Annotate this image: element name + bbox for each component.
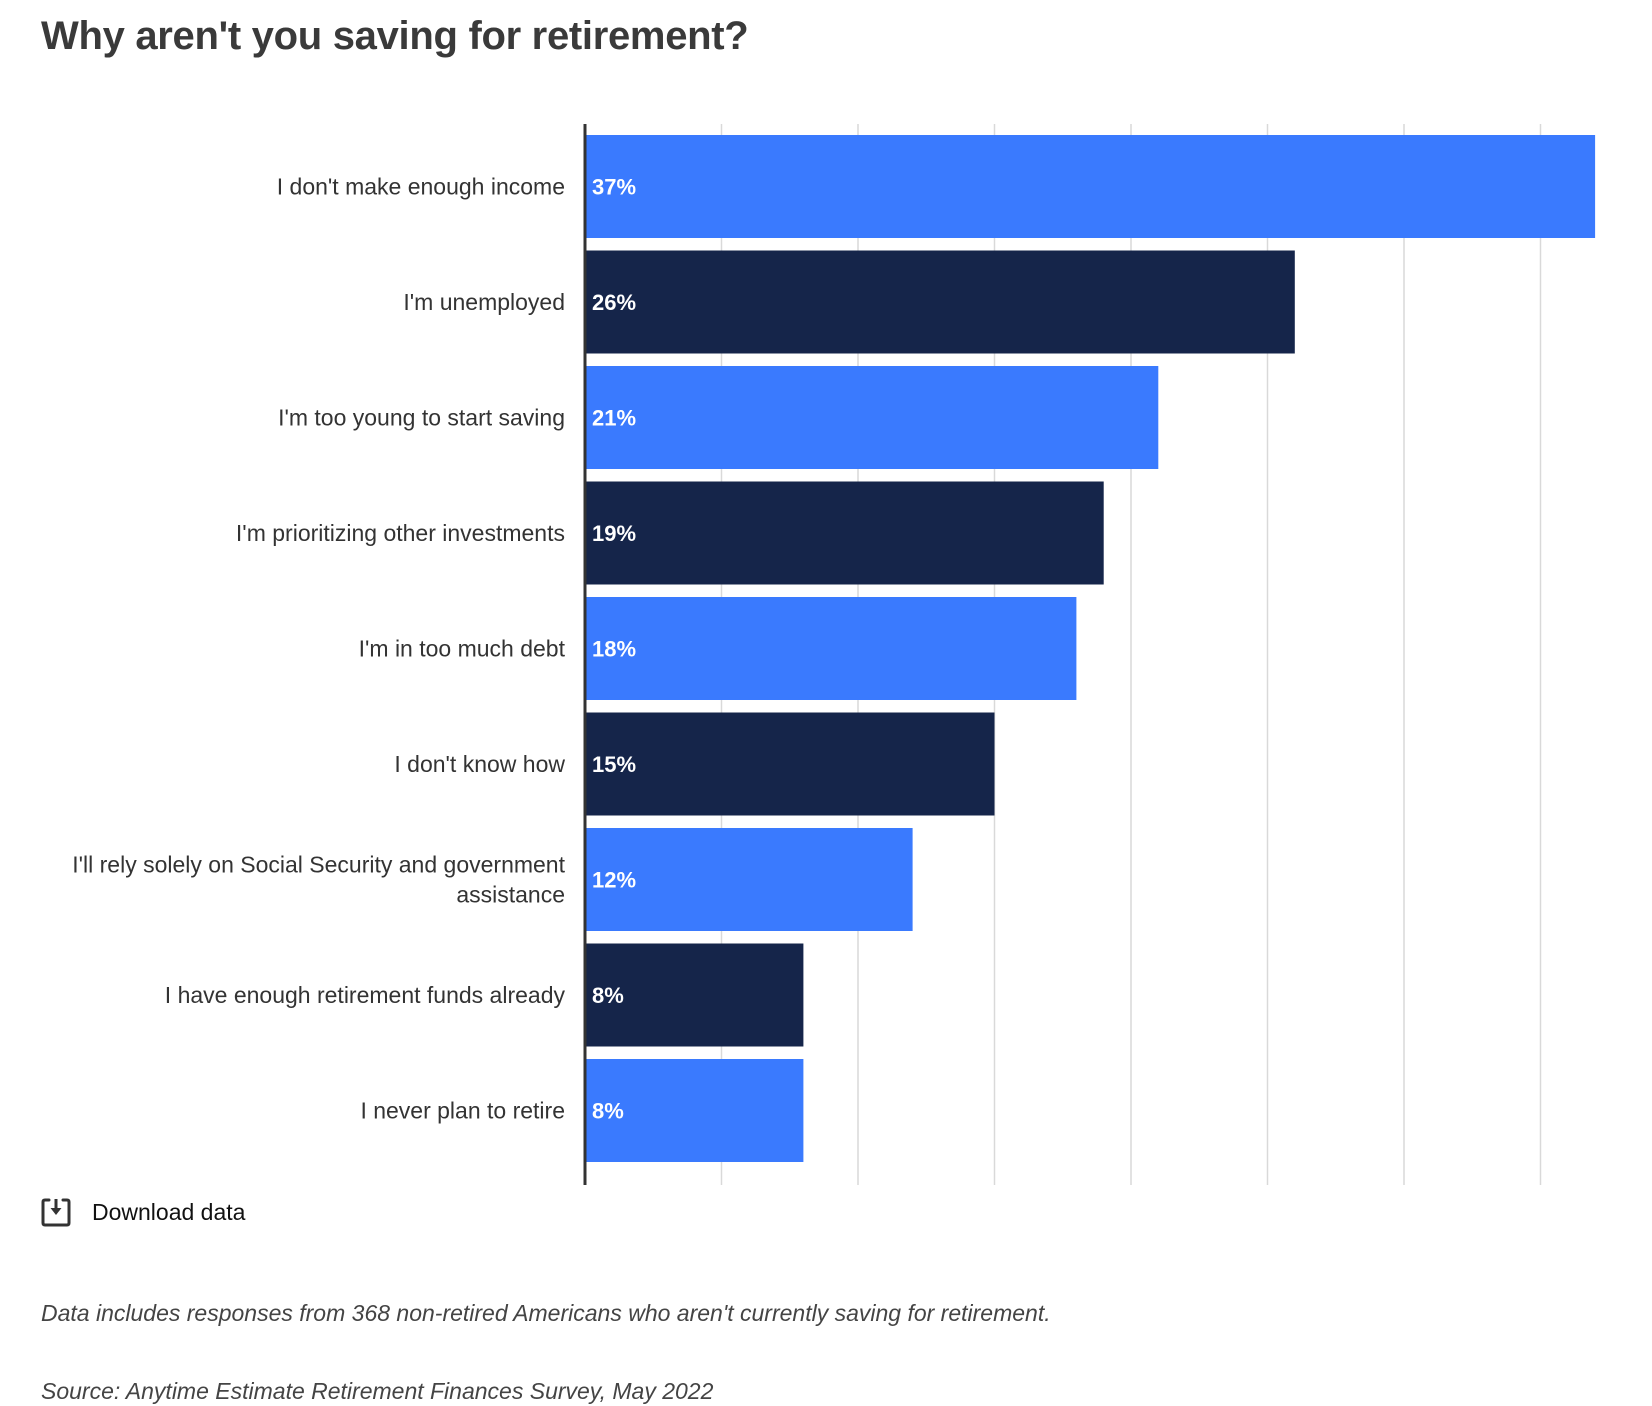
category-labels: I don't make enough income I'm unemployed… [72, 174, 565, 1124]
category-label-6: I'll rely solely on Social Security and … [72, 852, 565, 908]
category-label-0: I don't make enough income [277, 174, 565, 200]
category-label-1-line-0: I'm unemployed [403, 289, 565, 315]
chart-note: Data includes responses from 368 non-ret… [41, 1300, 1051, 1326]
category-label-7-line-0: I have enough retirement funds already [165, 982, 566, 1008]
value-label-1: 26% [592, 290, 636, 315]
bar-3 [585, 481, 1104, 585]
category-label-5-line-0: I don't know how [394, 751, 565, 777]
value-label-8: 8% [592, 1099, 624, 1124]
chart-title: Why aren't you saving for retirement? [41, 14, 749, 58]
category-label-0-line-0: I don't make enough income [277, 174, 565, 200]
category-label-7: I have enough retirement funds already [165, 982, 566, 1008]
chart-source: Source: Anytime Estimate Retirement Fina… [41, 1378, 714, 1404]
bars [585, 135, 1596, 1162]
category-label-8: I never plan to retire [360, 1098, 565, 1124]
bar-1 [585, 250, 1295, 354]
value-label-4: 18% [592, 637, 636, 662]
bar-5 [585, 712, 995, 816]
value-label-5: 15% [592, 752, 636, 777]
download-data-button[interactable]: Download data [40, 1196, 245, 1228]
value-label-0: 37% [592, 175, 636, 200]
bar-0 [585, 135, 1596, 238]
category-label-2-line-0: I'm too young to start saving [278, 405, 565, 431]
value-label-2: 21% [592, 406, 636, 431]
category-label-4-line-0: I'm in too much debt [359, 636, 566, 662]
value-label-6: 12% [592, 868, 636, 893]
value-labels: 37% 26% 21% 19% 18% 15% 12% 8% 8% [592, 175, 636, 1124]
value-label-3: 19% [592, 521, 636, 546]
download-data-label: Download data [92, 1198, 246, 1225]
category-label-4: I'm in too much debt [359, 636, 566, 662]
category-label-8-line-0: I never plan to retire [360, 1098, 565, 1124]
category-label-1: I'm unemployed [403, 289, 565, 315]
category-label-6-line-0: I'll rely solely on Social Security and … [72, 852, 565, 878]
category-label-3-line-0: I'm prioritizing other investments [236, 520, 565, 546]
category-label-3: I'm prioritizing other investments [236, 520, 565, 546]
category-label-2: I'm too young to start saving [278, 405, 565, 431]
category-label-5: I don't know how [394, 751, 565, 777]
bar-chart: I don't make enough income I'm unemployed… [72, 124, 1596, 1185]
bar-6 [585, 828, 913, 931]
category-label-6-line-1: assistance [456, 882, 565, 908]
download-icon [41, 1198, 71, 1227]
bar-7 [585, 943, 804, 1047]
value-label-7: 8% [592, 983, 624, 1008]
bar-2 [585, 366, 1159, 469]
bar-4 [585, 597, 1077, 700]
bar-8 [585, 1059, 804, 1162]
